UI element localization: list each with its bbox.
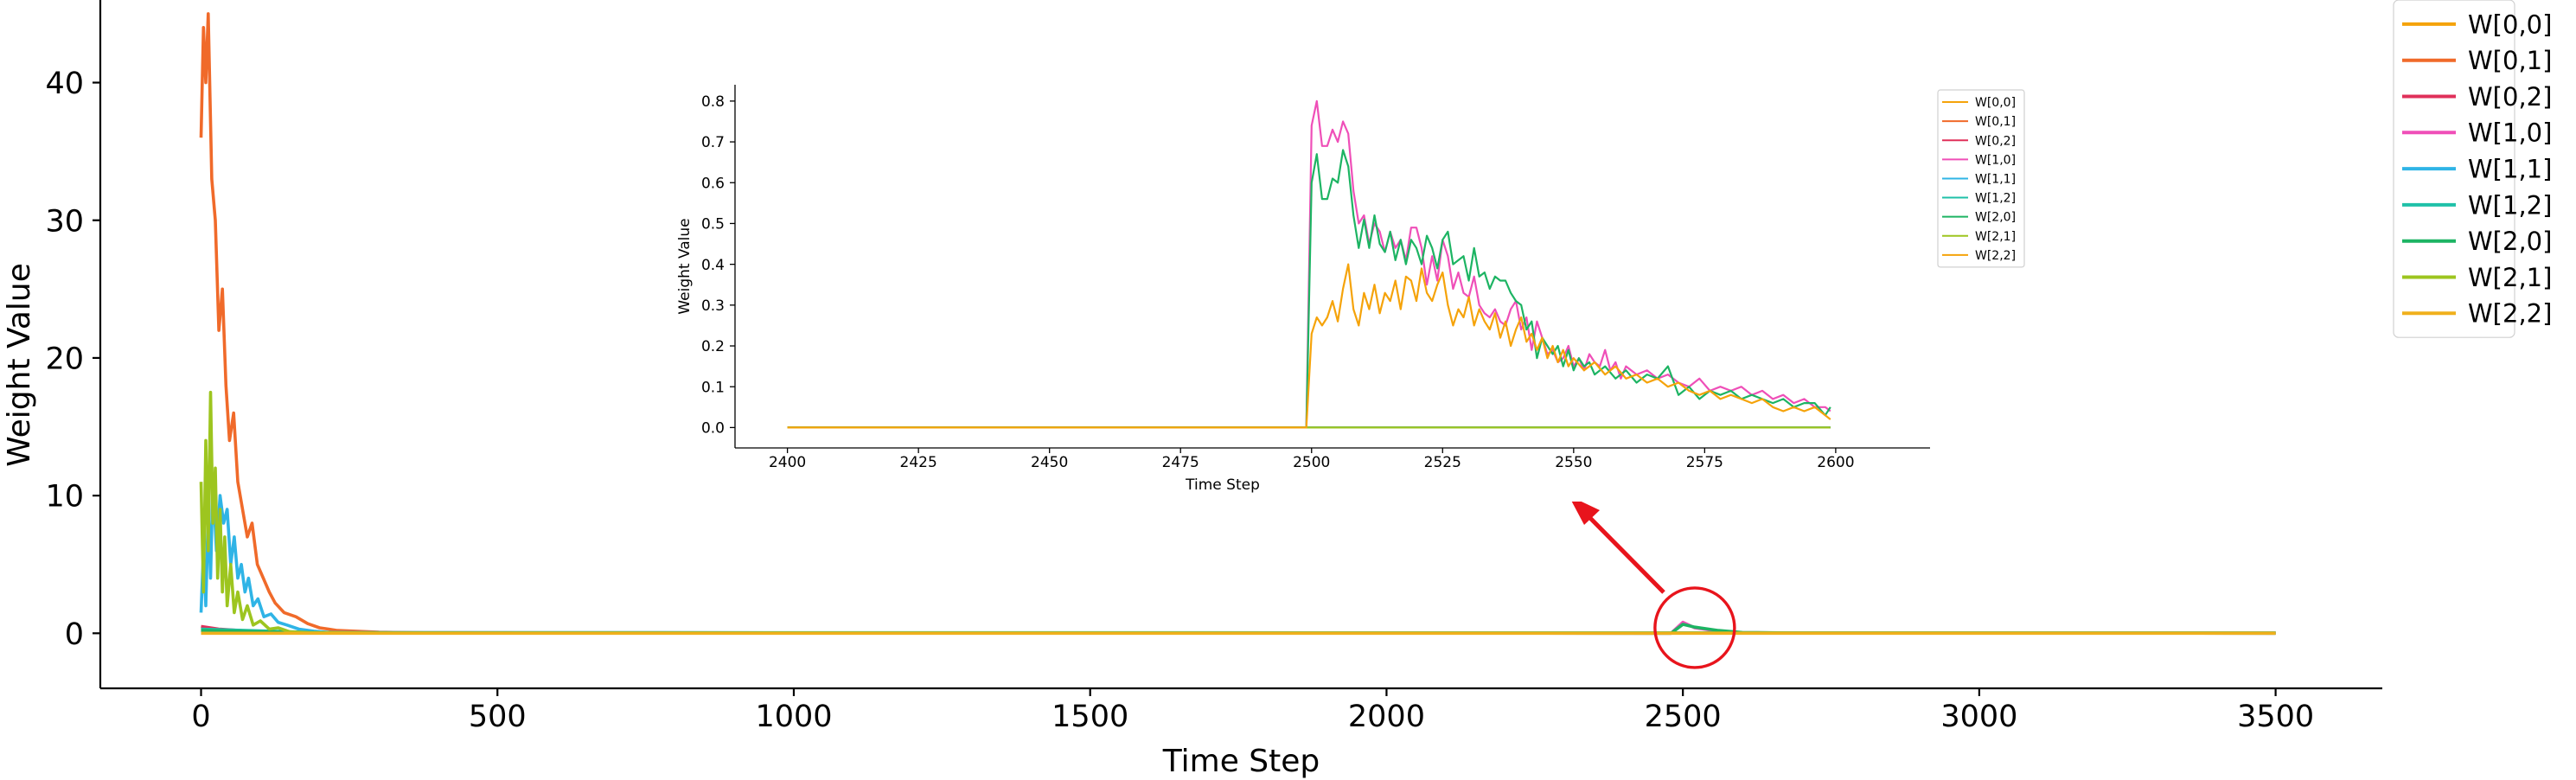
x-tick-label: 500: [469, 700, 527, 734]
x-tick-label: 2575: [1686, 454, 1723, 471]
y-tick-label: 0.2: [701, 338, 725, 355]
x-tick-label: 2475: [1162, 454, 1199, 471]
main-legend: W[0,0] W[0,1] W[0,2] W[1,0] W[1,1] W[1,2] W[2,…: [2393, 0, 2552, 338]
y-tick-label: 0.6: [701, 175, 725, 192]
legend-entry: W[0,2]: [1975, 134, 2016, 148]
legend-frame: [1937, 89, 2025, 268]
y-tick-label: 0.4: [701, 257, 725, 274]
x-tick-label: 3500: [2237, 700, 2314, 734]
y-tick-label: 30: [45, 204, 84, 239]
legend-entry: W[2,2]: [2468, 299, 2552, 329]
series-line-w0-1: [199, 12, 2276, 635]
x-tick-label: 2500: [1645, 700, 1722, 734]
legend-entry: W[2,2]: [1975, 249, 2016, 263]
x-tick-label: 2425: [900, 454, 937, 471]
legend-entry: W[2,0]: [1975, 211, 2016, 225]
y-tick-label: 0.7: [701, 134, 725, 151]
y-axis-label: Weight Value: [2, 263, 37, 467]
y-tick-label: 0: [65, 617, 84, 652]
y-tick-label: 0.1: [701, 379, 725, 396]
series-line-w2-2: [787, 263, 1831, 429]
zoom-arrow-head: [1569, 495, 1600, 525]
legend-entry: W[0,0]: [1975, 96, 2016, 110]
legend-entry: W[0,0]: [2468, 10, 2552, 39]
inset-legend: W[0,0] W[0,1] W[0,2] W[1,0] W[1,1] W[1,2] W[2,…: [1937, 89, 2025, 268]
x-axis-label: Time Step: [1162, 744, 1320, 779]
y-tick-label: 0.0: [701, 420, 725, 438]
series-line-w2-1: [199, 390, 2276, 635]
legend-entry: W[2,1]: [1975, 230, 2016, 244]
legend-entry: W[0,1]: [2468, 46, 2552, 75]
legend-entry: W[0,1]: [1975, 115, 2016, 129]
x-tick-label: 1500: [1051, 700, 1128, 734]
y-tick-label: 40: [45, 67, 84, 101]
x-tick-label: 2400: [769, 454, 806, 471]
zoom-circle: [1653, 586, 1736, 669]
legend-entry: W[1,1]: [1975, 172, 2016, 186]
x-tick-label: 2550: [1555, 454, 1592, 471]
y-tick-label: 20: [45, 342, 84, 377]
legend-entry: W[1,2]: [1975, 192, 2016, 206]
legend-entry: W[1,0]: [1975, 153, 2016, 167]
y-tick-label: 0.5: [701, 216, 725, 233]
zoom-annotation: [1569, 495, 1736, 669]
x-tick-label: 2000: [1348, 700, 1425, 734]
legend-entry: W[1,1]: [2468, 155, 2552, 184]
legend-entry: W[1,2]: [2468, 190, 2552, 220]
legend-entry: W[2,0]: [2468, 227, 2552, 256]
inset-background: [683, 69, 1946, 502]
zoom-arrow-shaft: [1582, 510, 1665, 594]
inset-plot: 2400 2425 2450 2475 2500 2525 2550 2575 2600 0.0 0…: [676, 69, 1946, 502]
x-tick-label: 2600: [1817, 454, 1854, 471]
series-line-w1-1: [199, 480, 2276, 635]
y-tick-label: 0.3: [701, 297, 725, 315]
series-line-w2-0: [787, 149, 1831, 429]
x-tick-label: 0: [191, 700, 210, 734]
x-tick-label: 2500: [1293, 454, 1330, 471]
y-axis-label: Weight Value: [676, 218, 694, 314]
main-plot: 0 500 1000 1500 2000 2500 3000 3500 0 10 20 30 40 Tim…: [2, 0, 2382, 779]
x-axis-label: Time Step: [1185, 476, 1260, 494]
x-tick-label: 3000: [1940, 700, 2017, 734]
y-tick-label: 0.8: [701, 93, 725, 111]
legend-entry: W[0,2]: [2468, 82, 2552, 112]
legend-entry: W[1,0]: [2468, 118, 2552, 148]
x-tick-label: 2525: [1424, 454, 1461, 471]
y-tick-label: 10: [45, 480, 84, 515]
legend-entry: W[2,1]: [2468, 263, 2552, 292]
x-tick-label: 1000: [755, 700, 832, 734]
x-tick-label: 2450: [1031, 454, 1068, 471]
